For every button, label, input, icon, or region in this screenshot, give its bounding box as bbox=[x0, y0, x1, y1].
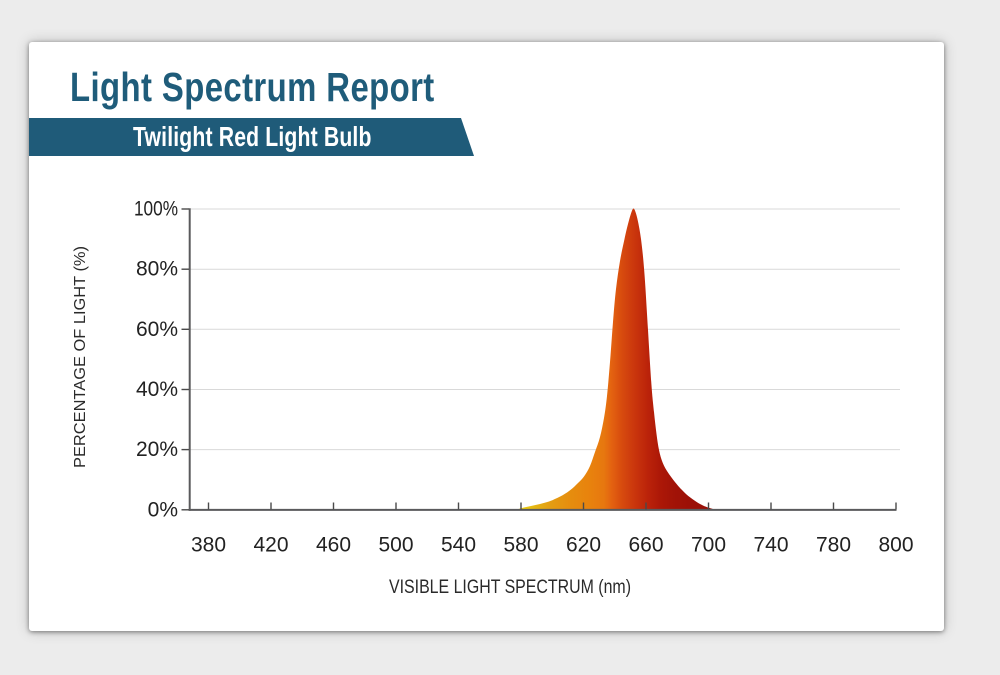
svg-text:460: 460 bbox=[316, 534, 351, 557]
svg-text:VISIBLE LIGHT SPECTRUM (nm): VISIBLE LIGHT SPECTRUM (nm) bbox=[389, 577, 631, 598]
svg-text:PERCENTAGE OF LIGHT (%): PERCENTAGE OF LIGHT (%) bbox=[72, 246, 89, 468]
svg-text:620: 620 bbox=[566, 534, 601, 557]
svg-text:700: 700 bbox=[691, 534, 726, 557]
svg-text:420: 420 bbox=[254, 534, 289, 557]
svg-text:380: 380 bbox=[191, 534, 226, 557]
svg-text:80%: 80% bbox=[136, 258, 178, 281]
svg-text:660: 660 bbox=[629, 534, 664, 557]
svg-text:800: 800 bbox=[879, 534, 914, 557]
svg-text:580: 580 bbox=[504, 534, 539, 557]
svg-text:0%: 0% bbox=[148, 498, 178, 521]
svg-text:540: 540 bbox=[441, 534, 476, 557]
svg-text:20%: 20% bbox=[136, 438, 178, 461]
svg-text:740: 740 bbox=[754, 534, 789, 557]
svg-text:40%: 40% bbox=[136, 378, 178, 401]
svg-text:100%: 100% bbox=[134, 198, 178, 221]
svg-text:780: 780 bbox=[816, 534, 851, 557]
svg-text:60%: 60% bbox=[136, 318, 178, 341]
svg-text:500: 500 bbox=[379, 534, 414, 557]
